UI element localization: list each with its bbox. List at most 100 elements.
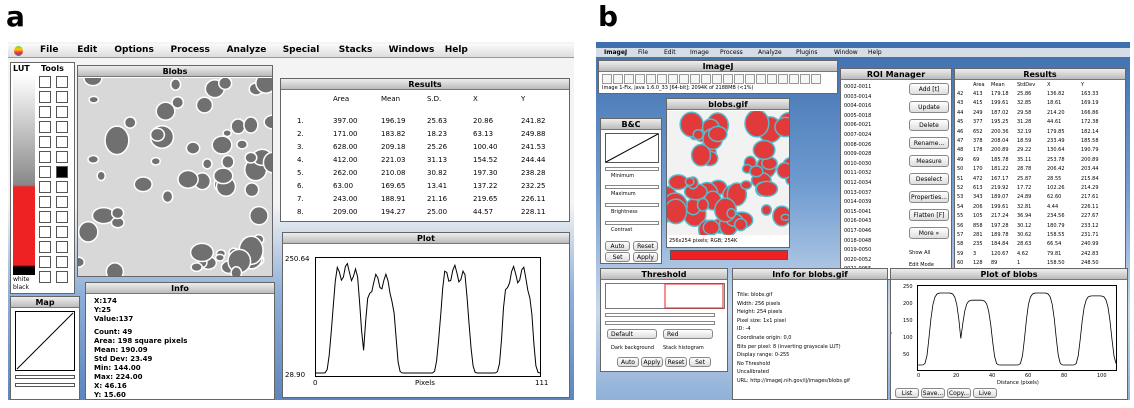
button[interactable]: Copy...: [947, 388, 971, 398]
button[interactable]: Apply: [633, 252, 658, 262]
roi-item[interactable]: 0018-0048: [844, 237, 872, 244]
roi-item[interactable]: 0015-0041: [844, 208, 872, 215]
tool-icon[interactable]: [56, 196, 68, 208]
tool-icon[interactable]: [56, 121, 68, 133]
button[interactable]: Live: [973, 388, 997, 398]
tool-icon[interactable]: [56, 271, 68, 283]
tool-icon[interactable]: [756, 74, 766, 84]
tool-icon[interactable]: [745, 74, 755, 84]
button[interactable]: List: [895, 388, 919, 398]
checkbox[interactable]: Stack histogram: [663, 345, 704, 351]
button[interactable]: Flatten [F]: [909, 209, 949, 221]
tool-icon[interactable]: [39, 166, 51, 178]
menu-item[interactable]: File: [40, 45, 59, 55]
slider[interactable]: [605, 321, 715, 325]
menu-item[interactable]: Help: [868, 49, 882, 56]
menu-item[interactable]: Windows: [388, 45, 435, 55]
tool-icon[interactable]: [613, 74, 623, 84]
tool-icon[interactable]: [39, 106, 51, 118]
tool-icon[interactable]: [668, 74, 678, 84]
tool-icon[interactable]: [56, 76, 68, 88]
menu-item[interactable]: Process: [720, 49, 743, 56]
tool-icon[interactable]: [734, 74, 744, 84]
slider[interactable]: [605, 313, 715, 317]
tool-icon[interactable]: [56, 136, 68, 148]
dropdown[interactable]: Red: [663, 329, 713, 339]
menu-item[interactable]: Options: [114, 45, 154, 55]
roi-item[interactable]: 0020-0052: [844, 256, 872, 263]
menu-item[interactable]: ImageJ: [604, 49, 628, 56]
button[interactable]: Delete: [909, 119, 949, 131]
button[interactable]: Auto: [605, 241, 630, 251]
tool-icon[interactable]: [800, 74, 810, 84]
roi-item[interactable]: 0002-0011: [844, 84, 872, 90]
tool-icon[interactable]: [56, 91, 68, 103]
tool-icon[interactable]: [56, 151, 68, 163]
tool-icon[interactable]: [679, 74, 689, 84]
roi-item[interactable]: 0019-0050: [844, 247, 872, 254]
menu-item[interactable]: Help: [444, 45, 468, 55]
tool-icon[interactable]: [635, 74, 645, 84]
tool-icon[interactable]: [39, 271, 51, 283]
button[interactable]: Properties...: [909, 191, 949, 203]
slider[interactable]: [605, 203, 659, 207]
tool-icon[interactable]: [56, 106, 68, 118]
tool-icon[interactable]: [624, 74, 634, 84]
tool-icon[interactable]: [39, 226, 51, 238]
tool-icon[interactable]: [712, 74, 722, 84]
roi-item[interactable]: 0007-0024: [844, 132, 872, 138]
checkbox[interactable]: Edit Mode: [909, 262, 934, 268]
tool-icon[interactable]: [39, 121, 51, 133]
tool-icon[interactable]: [39, 196, 51, 208]
button[interactable]: Set: [605, 252, 630, 262]
button[interactable]: Auto: [617, 357, 639, 367]
checkbox[interactable]: Dark background: [611, 345, 655, 351]
button[interactable]: Reset: [665, 357, 687, 367]
slider[interactable]: [605, 167, 659, 171]
roi-item[interactable]: 0013-0037: [844, 189, 872, 196]
tool-icon[interactable]: [39, 181, 51, 193]
slider[interactable]: [15, 375, 75, 379]
tool-icon[interactable]: [56, 226, 68, 238]
menu-item[interactable]: Analyze: [758, 49, 782, 56]
tool-icon[interactable]: [39, 151, 51, 163]
menu-item[interactable]: Edit: [664, 49, 676, 56]
roi-item[interactable]: 0005-0018: [844, 112, 872, 119]
tool-icon[interactable]: [657, 74, 667, 84]
tool-icon[interactable]: [811, 74, 821, 84]
menu-item[interactable]: Edit: [77, 45, 98, 55]
tool-icon[interactable]: [701, 74, 711, 84]
checkbox[interactable]: Show All: [909, 250, 931, 256]
slider[interactable]: [605, 221, 659, 225]
button[interactable]: More »: [909, 227, 949, 239]
menu-item[interactable]: Analyze: [226, 45, 267, 55]
tool-icon[interactable]: [56, 181, 68, 193]
roi-item[interactable]: 0008-0026: [844, 141, 872, 148]
menu-item[interactable]: Process: [170, 45, 210, 55]
roi-item[interactable]: 0003-0014: [844, 93, 872, 100]
dropdown[interactable]: Default: [607, 329, 657, 339]
tool-icon[interactable]: [39, 211, 51, 223]
tool-icon[interactable]: [39, 91, 51, 103]
tool-icon[interactable]: [646, 74, 656, 84]
menu-item[interactable]: Window: [834, 49, 858, 56]
roi-item[interactable]: 0017-0046: [844, 228, 872, 234]
button[interactable]: Rename...: [909, 137, 949, 149]
tool-icon[interactable]: [767, 74, 777, 84]
tool-icon[interactable]: [39, 241, 51, 253]
menu-item[interactable]: Stacks: [338, 45, 373, 55]
menu-item[interactable]: Plugins: [796, 49, 818, 56]
roi-item[interactable]: 0006-0021: [844, 122, 872, 129]
slider[interactable]: [605, 185, 659, 189]
button[interactable]: Add [t]: [909, 83, 949, 95]
menu-item[interactable]: File: [638, 49, 649, 56]
tool-icon[interactable]: [789, 74, 799, 84]
slider[interactable]: [15, 383, 75, 387]
tool-icon[interactable]: [39, 256, 51, 268]
button[interactable]: Deselect: [909, 173, 949, 185]
menu-item[interactable]: Image: [690, 49, 709, 56]
button[interactable]: Save...: [921, 388, 945, 398]
tool-icon[interactable]: [39, 136, 51, 148]
tool-icon[interactable]: [690, 74, 700, 84]
roi-item[interactable]: 0010-0030: [844, 160, 872, 167]
